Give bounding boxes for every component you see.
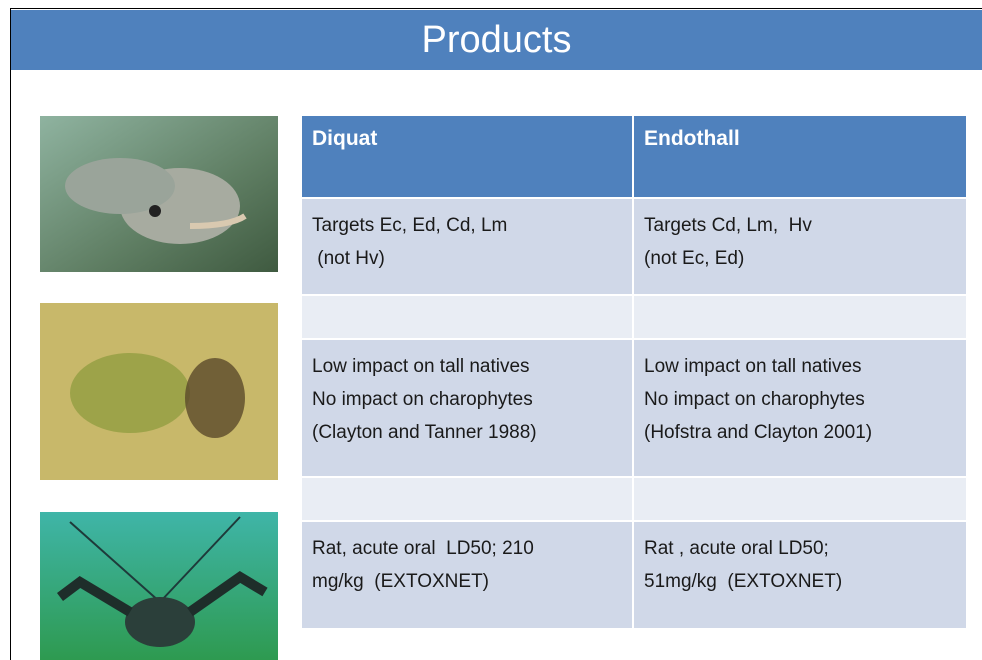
cell-line: No impact on charophytes — [644, 389, 865, 410]
cell-line: mg/kg (EXTOXNET) — [312, 571, 490, 592]
table-cell: Rat, acute oral LD50; 210 mg/kg (EXTOXNET… — [302, 522, 632, 628]
cell-line: Rat, acute oral LD50; 210 — [312, 538, 534, 559]
column-header: Endothall — [634, 116, 966, 197]
crayfish-photo — [40, 512, 278, 660]
table-cell: Targets Ec, Ed, Cd, Lm (not Hv) — [302, 199, 632, 294]
spacer-cell — [634, 478, 966, 520]
cell-line: Low impact on tall natives — [312, 356, 530, 377]
table-cell: Targets Cd, Lm, Hv (not Ec, Ed) — [634, 199, 966, 294]
eel-photo — [40, 116, 278, 272]
cell-line: Targets Cd, Lm, Hv — [644, 215, 812, 236]
cell-line: (not Hv) — [312, 248, 385, 269]
cell-line: Targets Ec, Ed, Cd, Lm — [312, 215, 508, 236]
spacer-cell — [302, 478, 632, 520]
cell-line: No impact on charophytes — [312, 389, 533, 410]
cell-line: (Clayton and Tanner 1988) — [312, 422, 537, 443]
table-cell: Rat , acute oral LD50; 51mg/kg (EXTOXNET) — [634, 522, 966, 628]
cell-line: 51mg/kg (EXTOXNET) — [644, 571, 843, 592]
slide-title: Products — [421, 19, 572, 61]
spacer-cell — [634, 296, 966, 338]
column-header: Diquat — [302, 116, 632, 197]
cell-line: Low impact on tall natives — [644, 356, 862, 377]
title-bar — [11, 10, 982, 70]
cell-line: (not Ec, Ed) — [644, 248, 745, 269]
cell-line: (Hofstra and Clayton 2001) — [644, 422, 873, 443]
slide-border — [10, 8, 982, 660]
weed-photo — [40, 303, 278, 480]
cell-line: Rat , acute oral LD50; — [644, 538, 829, 559]
table-cell: Low impact on tall natives No impact on c… — [302, 340, 632, 476]
table-cell: Low impact on tall natives No impact on c… — [634, 340, 966, 476]
spacer-cell — [302, 296, 632, 338]
